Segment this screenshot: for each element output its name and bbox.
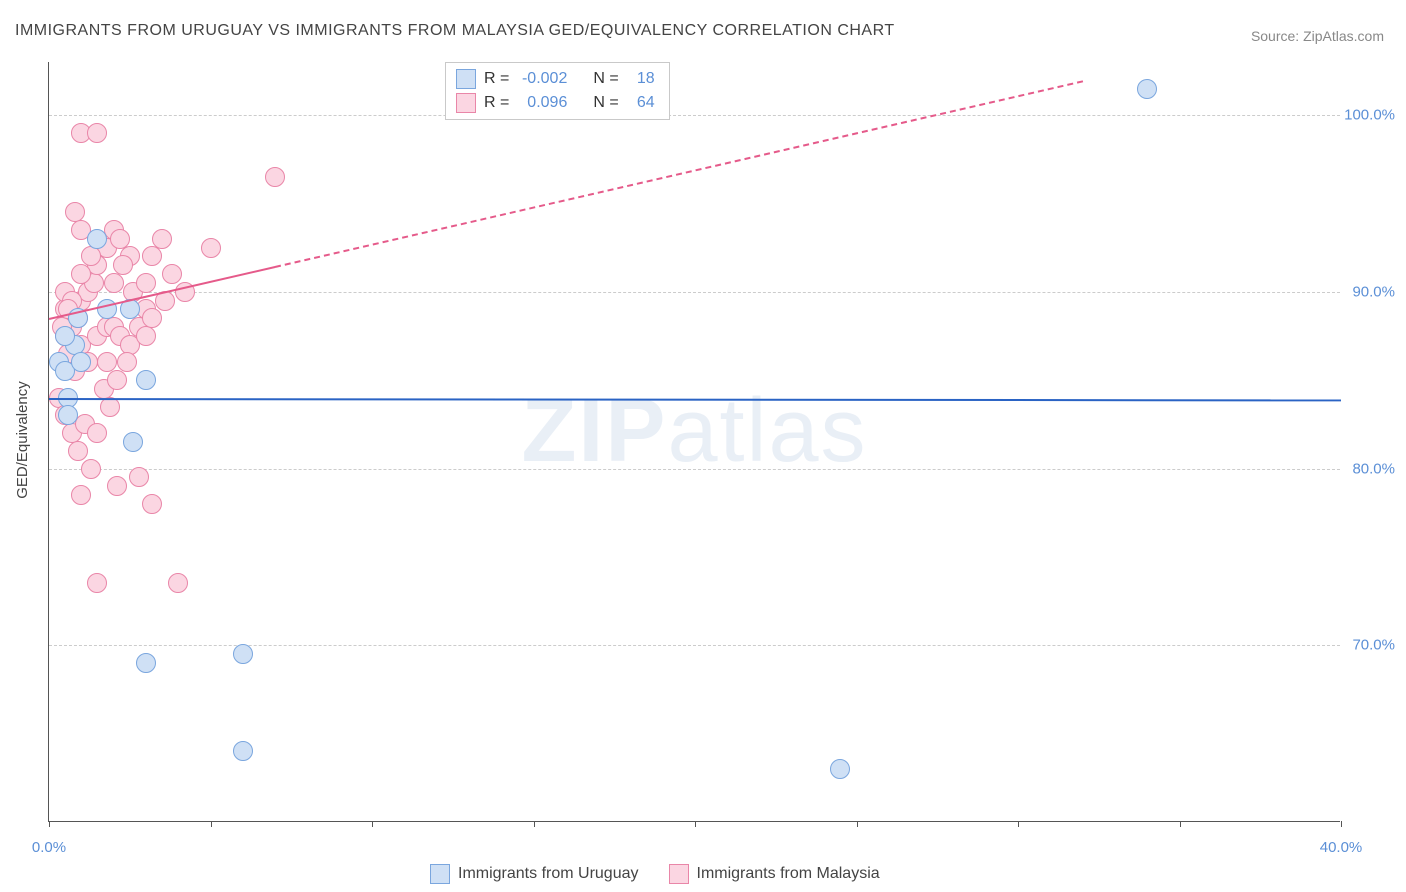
series-legend: Immigrants from Uruguay Immigrants from … — [430, 864, 880, 884]
uruguay-point — [233, 741, 253, 761]
legend-swatch-uruguay — [430, 864, 450, 884]
watermark: ZIPatlas — [521, 380, 867, 483]
n-label: N = — [593, 94, 618, 112]
malaysia-trend-dashed — [275, 81, 1083, 269]
malaysia-point — [87, 573, 107, 593]
malaysia-point — [142, 246, 162, 266]
r-value: 0.096 — [517, 94, 567, 112]
x-tick-label: 40.0% — [1320, 839, 1363, 856]
n-value: 18 — [627, 70, 655, 88]
x-tick — [534, 821, 535, 827]
legend-swatch-malaysia — [669, 864, 689, 884]
legend-item-uruguay: Immigrants from Uruguay — [430, 864, 639, 884]
x-tick-label: 0.0% — [32, 839, 66, 856]
malaysia-point — [68, 441, 88, 461]
n-value: 64 — [627, 94, 655, 112]
malaysia-point — [142, 308, 162, 328]
x-tick — [857, 821, 858, 827]
r-label: R = — [484, 70, 509, 88]
watermark-bold: ZIP — [521, 381, 667, 481]
legend-item-malaysia: Immigrants from Malaysia — [669, 864, 880, 884]
x-tick — [49, 821, 50, 827]
x-tick — [1180, 821, 1181, 827]
x-tick — [1341, 821, 1342, 827]
gridline — [49, 469, 1340, 470]
malaysia-point — [107, 476, 127, 496]
y-tick-label: 80.0% — [1352, 460, 1395, 477]
malaysia-point — [162, 264, 182, 284]
legend-row: R = 0.096 N = 64 — [456, 91, 655, 115]
legend-swatch — [456, 93, 476, 113]
malaysia-point — [152, 229, 172, 249]
malaysia-point — [201, 238, 221, 258]
uruguay-point — [87, 229, 107, 249]
source-attribution: Source: ZipAtlas.com — [1251, 28, 1384, 44]
malaysia-point — [117, 352, 137, 372]
y-tick-label: 100.0% — [1344, 107, 1395, 124]
uruguay-point — [830, 759, 850, 779]
x-tick — [372, 821, 373, 827]
y-tick-label: 90.0% — [1352, 283, 1395, 300]
y-tick-label: 70.0% — [1352, 637, 1395, 654]
malaysia-point — [136, 326, 156, 346]
malaysia-point — [129, 467, 149, 487]
x-tick — [1018, 821, 1019, 827]
x-tick — [211, 821, 212, 827]
y-axis-label: GED/Equivalency — [14, 381, 31, 499]
malaysia-point — [142, 494, 162, 514]
legend-row: R = -0.002 N = 18 — [456, 67, 655, 91]
r-label: R = — [484, 94, 509, 112]
gridline — [49, 115, 1340, 116]
malaysia-point — [136, 273, 156, 293]
malaysia-point — [168, 573, 188, 593]
uruguay-point — [123, 432, 143, 452]
malaysia-point — [87, 123, 107, 143]
n-label: N = — [593, 70, 618, 88]
uruguay-point — [1137, 79, 1157, 99]
chart-title: IMMIGRANTS FROM URUGUAY VS IMMIGRANTS FR… — [15, 22, 895, 40]
legend-swatch — [456, 69, 476, 89]
uruguay-trend — [49, 398, 1341, 401]
legend-label-malaysia: Immigrants from Malaysia — [697, 865, 880, 883]
legend-label-uruguay: Immigrants from Uruguay — [458, 865, 639, 883]
uruguay-point — [55, 326, 75, 346]
malaysia-point — [81, 246, 101, 266]
plot-area: ZIPatlas 70.0%80.0%90.0%100.0%0.0%40.0% — [48, 62, 1340, 822]
correlation-legend: R = -0.002 N = 18 R = 0.096 N = 64 — [445, 62, 670, 120]
uruguay-point — [233, 644, 253, 664]
malaysia-point — [113, 255, 133, 275]
malaysia-point — [87, 423, 107, 443]
gridline — [49, 292, 1340, 293]
r-value: -0.002 — [517, 70, 567, 88]
uruguay-point — [71, 352, 91, 372]
malaysia-point — [81, 459, 101, 479]
malaysia-point — [265, 167, 285, 187]
malaysia-point — [107, 370, 127, 390]
watermark-light: atlas — [667, 381, 867, 481]
uruguay-point — [58, 405, 78, 425]
malaysia-point — [104, 273, 124, 293]
malaysia-point — [71, 264, 91, 284]
uruguay-point — [136, 370, 156, 390]
x-tick — [695, 821, 696, 827]
uruguay-point — [136, 653, 156, 673]
malaysia-point — [71, 485, 91, 505]
